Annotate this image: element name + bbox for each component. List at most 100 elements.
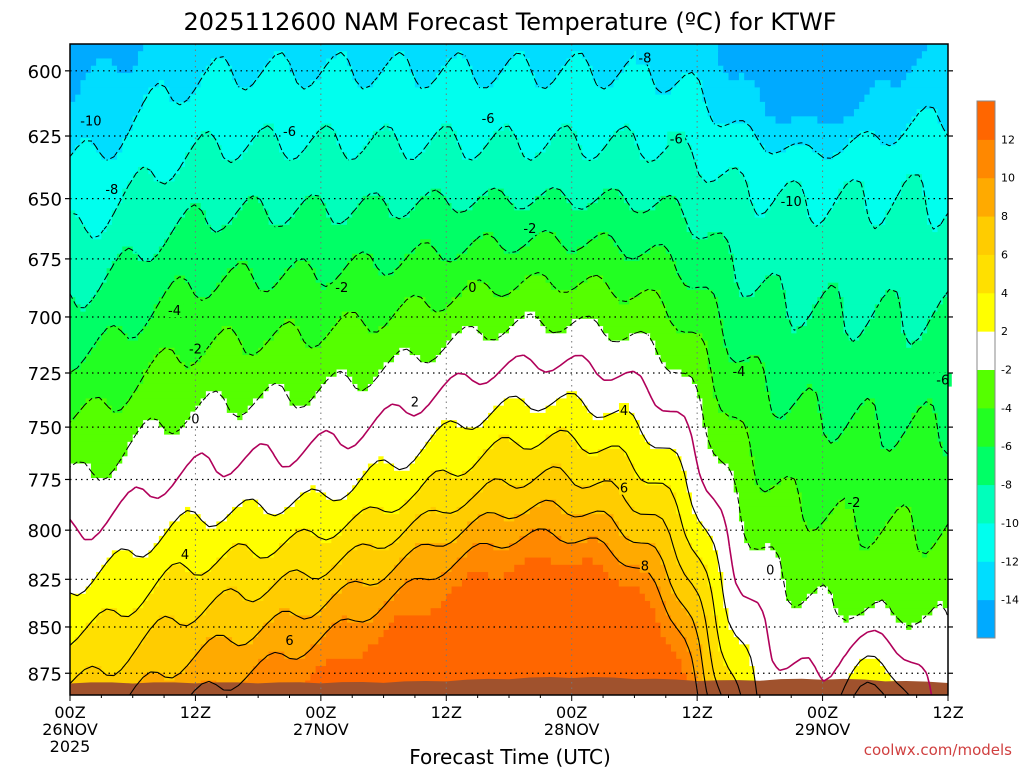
colorbar-swatch	[977, 522, 995, 562]
temperature-cell	[702, 673, 714, 682]
temperature-cell	[853, 514, 892, 522]
temperature-cell	[237, 80, 254, 88]
temperature-cell	[299, 326, 332, 334]
x-tick-label: 00Z	[305, 703, 336, 722]
temperature-cell	[451, 564, 515, 573]
contour-line-2	[70, 392, 910, 695]
temperature-cell	[498, 72, 536, 81]
temperature-cell	[702, 666, 714, 674]
temperature-cell	[96, 340, 212, 349]
temperature-cell	[388, 58, 411, 67]
temperature-cell	[362, 579, 379, 588]
temperature-cell	[70, 492, 301, 501]
temperature-cell	[770, 405, 792, 414]
temperature-cell	[702, 651, 714, 660]
temperature-cell	[305, 195, 322, 204]
temperature-cell	[712, 600, 724, 609]
temperature-cell	[226, 58, 270, 67]
temperature-cell	[461, 326, 479, 334]
temperature-cell	[70, 622, 87, 631]
temperature-cell	[331, 326, 369, 334]
temperature-cell	[190, 145, 223, 154]
temperature-cell	[467, 58, 510, 67]
temperature-cell	[942, 528, 948, 537]
temperature-cell	[718, 615, 730, 624]
temperature-cell	[169, 94, 191, 103]
temperature-cell	[660, 622, 677, 631]
temperature-cell	[691, 492, 740, 501]
temperature-cell	[843, 615, 850, 624]
temperature-cell	[723, 579, 787, 588]
temperature-cell	[561, 463, 636, 472]
temperature-cell	[456, 138, 489, 146]
temperature-cell	[880, 528, 918, 537]
temperature-cell	[305, 572, 327, 580]
temperature-cell	[503, 246, 521, 255]
temperature-cell	[765, 275, 782, 284]
temperature-cell	[838, 195, 865, 204]
temperature-cell	[880, 441, 897, 450]
temperature-cell	[665, 246, 730, 255]
temperature-cell	[70, 239, 165, 248]
temperature-cell	[164, 572, 197, 580]
temperature-cell	[780, 478, 798, 486]
colorbar-label: 2	[1001, 325, 1008, 338]
temperature-cell	[623, 123, 630, 132]
contour-label-bg	[332, 280, 351, 295]
temperature-cell	[738, 72, 745, 81]
temperature-cell	[409, 521, 468, 530]
temperature-cell	[566, 470, 636, 479]
contour-label: -2	[847, 496, 860, 511]
temperature-cell	[70, 658, 129, 667]
temperature-cell	[132, 651, 197, 660]
temperature-cell	[258, 282, 275, 291]
temperature-cell	[373, 130, 395, 139]
temperature-cell	[143, 101, 709, 110]
temperature-cell	[566, 326, 604, 334]
temperature-cell	[158, 297, 406, 305]
temperature-cell	[712, 608, 730, 617]
temperature-cell	[712, 391, 771, 400]
temperature-cell	[153, 304, 400, 313]
temperature-cell	[880, 434, 902, 443]
temperature-cell	[514, 514, 615, 522]
temperature-cell	[801, 188, 839, 197]
temperature-cell	[597, 535, 630, 544]
temperature-cell	[70, 101, 144, 110]
temperature-cell	[749, 427, 824, 436]
temperature-cell	[70, 608, 102, 617]
temperature-cell	[190, 203, 202, 211]
temperature-cell	[582, 51, 636, 60]
temperature-cell	[843, 145, 948, 154]
temperature-cell	[70, 514, 181, 522]
temperature-cell	[101, 232, 170, 240]
temperature-cell	[524, 275, 547, 284]
temperature-cell	[399, 261, 677, 269]
temperature-cell	[723, 586, 787, 595]
temperature-cell	[122, 326, 144, 334]
temperature-cell	[90, 347, 160, 356]
temperature-cell	[70, 232, 92, 240]
temperature-cell	[383, 600, 442, 609]
temperature-cell	[70, 615, 97, 624]
temperature-cell	[754, 463, 948, 472]
temperature-cell	[587, 275, 604, 284]
temperature-cell	[911, 521, 948, 530]
temperature-cell	[205, 217, 233, 226]
temperature-cell	[289, 391, 317, 400]
temperature-cell	[315, 666, 683, 674]
temperature-cell	[665, 637, 688, 645]
temperature-cell	[916, 109, 939, 117]
y-tick-label: 650	[28, 190, 62, 211]
temperature-cell	[843, 116, 913, 125]
temperature-cell	[671, 586, 698, 595]
temperature-cell	[785, 579, 948, 588]
temperature-cell	[205, 210, 238, 219]
temperature-cell	[707, 622, 719, 631]
temperature-cell	[336, 275, 526, 284]
temperature-cell	[336, 318, 364, 327]
temperature-cell	[718, 456, 756, 465]
temperature-cell	[221, 145, 249, 154]
temperature-cell	[90, 579, 160, 588]
temperature-cell	[305, 145, 343, 154]
